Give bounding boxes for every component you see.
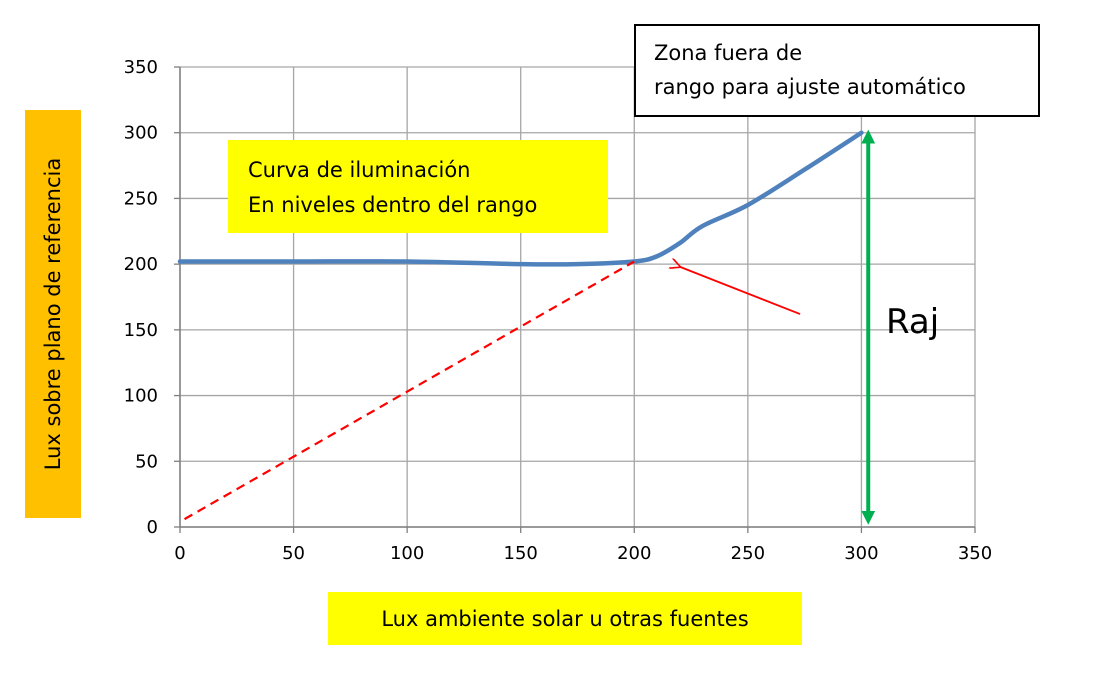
x-axis-label: Lux ambiente solar u otras fuentes: [328, 592, 802, 645]
x-tick-label: 100: [390, 543, 424, 564]
x-tick-label: 50: [282, 543, 305, 564]
y-tick-label: 300: [124, 123, 158, 144]
ylabel-box: [25, 110, 81, 518]
pointer-arrow: [680, 267, 801, 315]
y-tick-label: 250: [124, 188, 158, 209]
x-tick-label: 250: [731, 543, 765, 564]
illumination-curve: [177, 130, 864, 267]
y-tick-label: 150: [124, 320, 158, 341]
tick-labels: 0 50 100 150 200 250 300 350 0 50 100 150 200 250 300 3…: [124, 57, 993, 564]
y-tick-label: 0: [147, 517, 158, 538]
y-tick-label: 100: [124, 386, 158, 407]
arrows-group: [680, 129, 876, 525]
zone-annotation-line1: Zona fuera de: [654, 41, 803, 65]
curve-annotation-line1: Curva de iluminación: [248, 158, 471, 182]
x-tick-label: 350: [958, 543, 992, 564]
x-tick-label: 200: [617, 543, 651, 564]
x-tick-label: 0: [174, 543, 185, 564]
y-tick-label: 200: [124, 254, 158, 275]
series-group: [177, 130, 864, 521]
range-label: Raj: [886, 302, 940, 342]
zone-annotation: Zona fuera de rango para ajuste automáti…: [634, 24, 1040, 117]
y-axis-label: Lux sobre plano de referencia: [41, 157, 65, 471]
curve-annotation-line2: En niveles dentro del rango: [248, 193, 538, 217]
curve-annotation: Curva de iluminación En niveles dentro d…: [228, 140, 608, 233]
x-tick-label: 150: [504, 543, 538, 564]
reference-dashed-line: [183, 260, 635, 521]
zone-annotation-line2: rango para ajuste automático: [654, 75, 966, 99]
x-tick-label: 300: [844, 543, 878, 564]
y-tick-label: 350: [124, 57, 158, 78]
y-tick-label: 50: [135, 451, 158, 472]
